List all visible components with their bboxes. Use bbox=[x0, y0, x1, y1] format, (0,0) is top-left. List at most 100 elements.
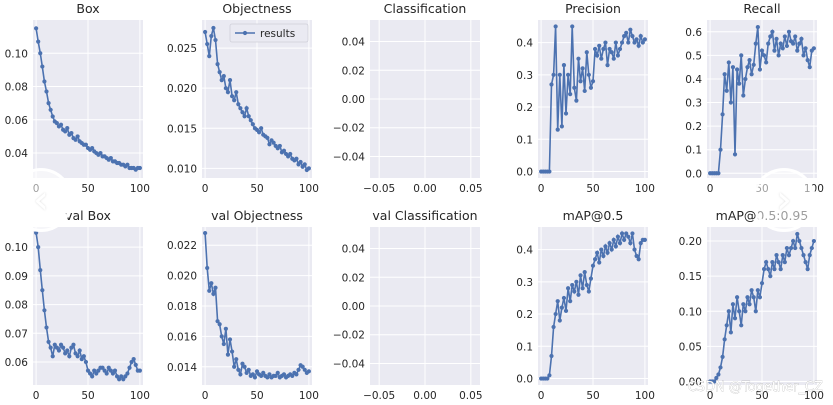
data-point bbox=[565, 72, 571, 77]
data-point bbox=[54, 121, 59, 126]
data-point bbox=[551, 72, 556, 77]
data-point bbox=[205, 265, 210, 271]
data-point bbox=[611, 237, 616, 242]
data-point bbox=[730, 65, 736, 70]
data-point bbox=[246, 114, 251, 119]
data-point bbox=[229, 94, 235, 99]
data-point bbox=[622, 237, 627, 242]
y-tick-label: 0.05 bbox=[679, 341, 702, 353]
x-tick-label: 100 bbox=[635, 390, 655, 402]
data-point bbox=[807, 252, 812, 258]
y-tick-label: 0.00 bbox=[342, 94, 365, 106]
data-point bbox=[778, 41, 783, 46]
y-tick-label: 0.20 bbox=[679, 236, 702, 248]
data-point bbox=[780, 46, 785, 51]
data-point bbox=[98, 150, 103, 156]
data-point bbox=[788, 245, 794, 251]
data-point bbox=[628, 241, 633, 246]
data-point bbox=[75, 354, 80, 359]
data-point bbox=[603, 244, 608, 249]
data-point bbox=[739, 53, 744, 58]
data-point bbox=[811, 238, 816, 244]
y-tick-label: 0.08 bbox=[5, 300, 28, 312]
subplot-title: val Classification bbox=[372, 208, 477, 223]
data-point bbox=[632, 247, 637, 252]
x-tick-label: 100 bbox=[130, 183, 150, 195]
y-tick-label: −0.02 bbox=[333, 123, 365, 135]
data-point bbox=[38, 267, 43, 273]
data-point bbox=[774, 252, 779, 258]
x-tick-label: 0 bbox=[538, 183, 545, 195]
data-point bbox=[592, 46, 598, 52]
data-point bbox=[248, 118, 253, 123]
y-tick-label: 0.00 bbox=[679, 376, 702, 388]
data-point bbox=[265, 375, 270, 380]
data-point bbox=[565, 286, 571, 291]
data-point bbox=[71, 342, 76, 347]
data-point bbox=[250, 122, 255, 127]
x-tick-label: 50 bbox=[250, 390, 263, 402]
next-slide-button[interactable]: › bbox=[752, 168, 816, 232]
data-point bbox=[712, 379, 717, 384]
data-point bbox=[776, 260, 781, 265]
data-point bbox=[46, 339, 51, 345]
data-point bbox=[642, 37, 647, 42]
data-point bbox=[81, 354, 86, 359]
data-point bbox=[296, 367, 301, 372]
data-point bbox=[42, 308, 47, 313]
x-tick-label: 0 bbox=[202, 183, 209, 195]
data-point bbox=[244, 370, 249, 375]
data-point bbox=[211, 291, 216, 296]
data-point bbox=[619, 231, 625, 236]
data-point bbox=[259, 373, 264, 378]
data-point bbox=[630, 34, 635, 39]
data-point bbox=[234, 357, 239, 362]
data-point bbox=[574, 98, 579, 103]
subplot-title: val Box bbox=[65, 208, 111, 223]
data-point bbox=[761, 267, 767, 272]
y-tick-label: 0.00 bbox=[342, 301, 365, 313]
y-tick-label: 0.025 bbox=[167, 43, 197, 55]
data-point bbox=[58, 122, 64, 127]
data-point bbox=[722, 337, 727, 342]
subplot-map-0-5: 0 50 100 0.0 0.1 0.2 0.3 0.4 mAP@0.5 bbox=[516, 208, 655, 402]
data-point bbox=[271, 140, 276, 145]
legend-frame bbox=[229, 23, 309, 43]
data-point bbox=[63, 129, 68, 134]
x-tick-label: 0 bbox=[707, 390, 714, 402]
data-point bbox=[809, 245, 814, 251]
data-point bbox=[615, 53, 621, 58]
data-point bbox=[38, 51, 43, 56]
data-point bbox=[219, 334, 224, 339]
x-tick-label: 50 bbox=[250, 183, 263, 195]
data-point bbox=[609, 50, 614, 55]
data-point bbox=[125, 371, 130, 376]
data-point bbox=[83, 142, 89, 147]
data-point bbox=[626, 234, 631, 239]
data-point bbox=[609, 247, 614, 252]
previous-slide-button[interactable]: ‹ bbox=[9, 168, 73, 232]
data-point bbox=[764, 60, 769, 65]
data-point bbox=[716, 372, 721, 377]
y-tick-label: 0.2 bbox=[685, 121, 702, 133]
x-tick-label: 100 bbox=[804, 390, 824, 402]
y-tick-label: 0.02 bbox=[342, 65, 365, 77]
y-tick-label: 0.016 bbox=[167, 331, 197, 343]
data-point bbox=[250, 372, 255, 377]
data-point bbox=[793, 245, 798, 251]
x-tick-label: 50 bbox=[81, 183, 94, 195]
data-point bbox=[601, 46, 606, 52]
y-tick-label: 0.015 bbox=[167, 123, 197, 135]
data-point bbox=[551, 324, 556, 330]
data-point bbox=[622, 34, 627, 39]
x-tick-label: 50 bbox=[586, 183, 599, 195]
data-point bbox=[578, 273, 583, 278]
data-point bbox=[281, 148, 287, 153]
data-point bbox=[619, 40, 625, 45]
data-point bbox=[77, 348, 82, 353]
data-point bbox=[634, 253, 639, 259]
data-point bbox=[597, 43, 602, 48]
subplot-title: Classification bbox=[384, 1, 467, 16]
data-point bbox=[747, 302, 752, 307]
